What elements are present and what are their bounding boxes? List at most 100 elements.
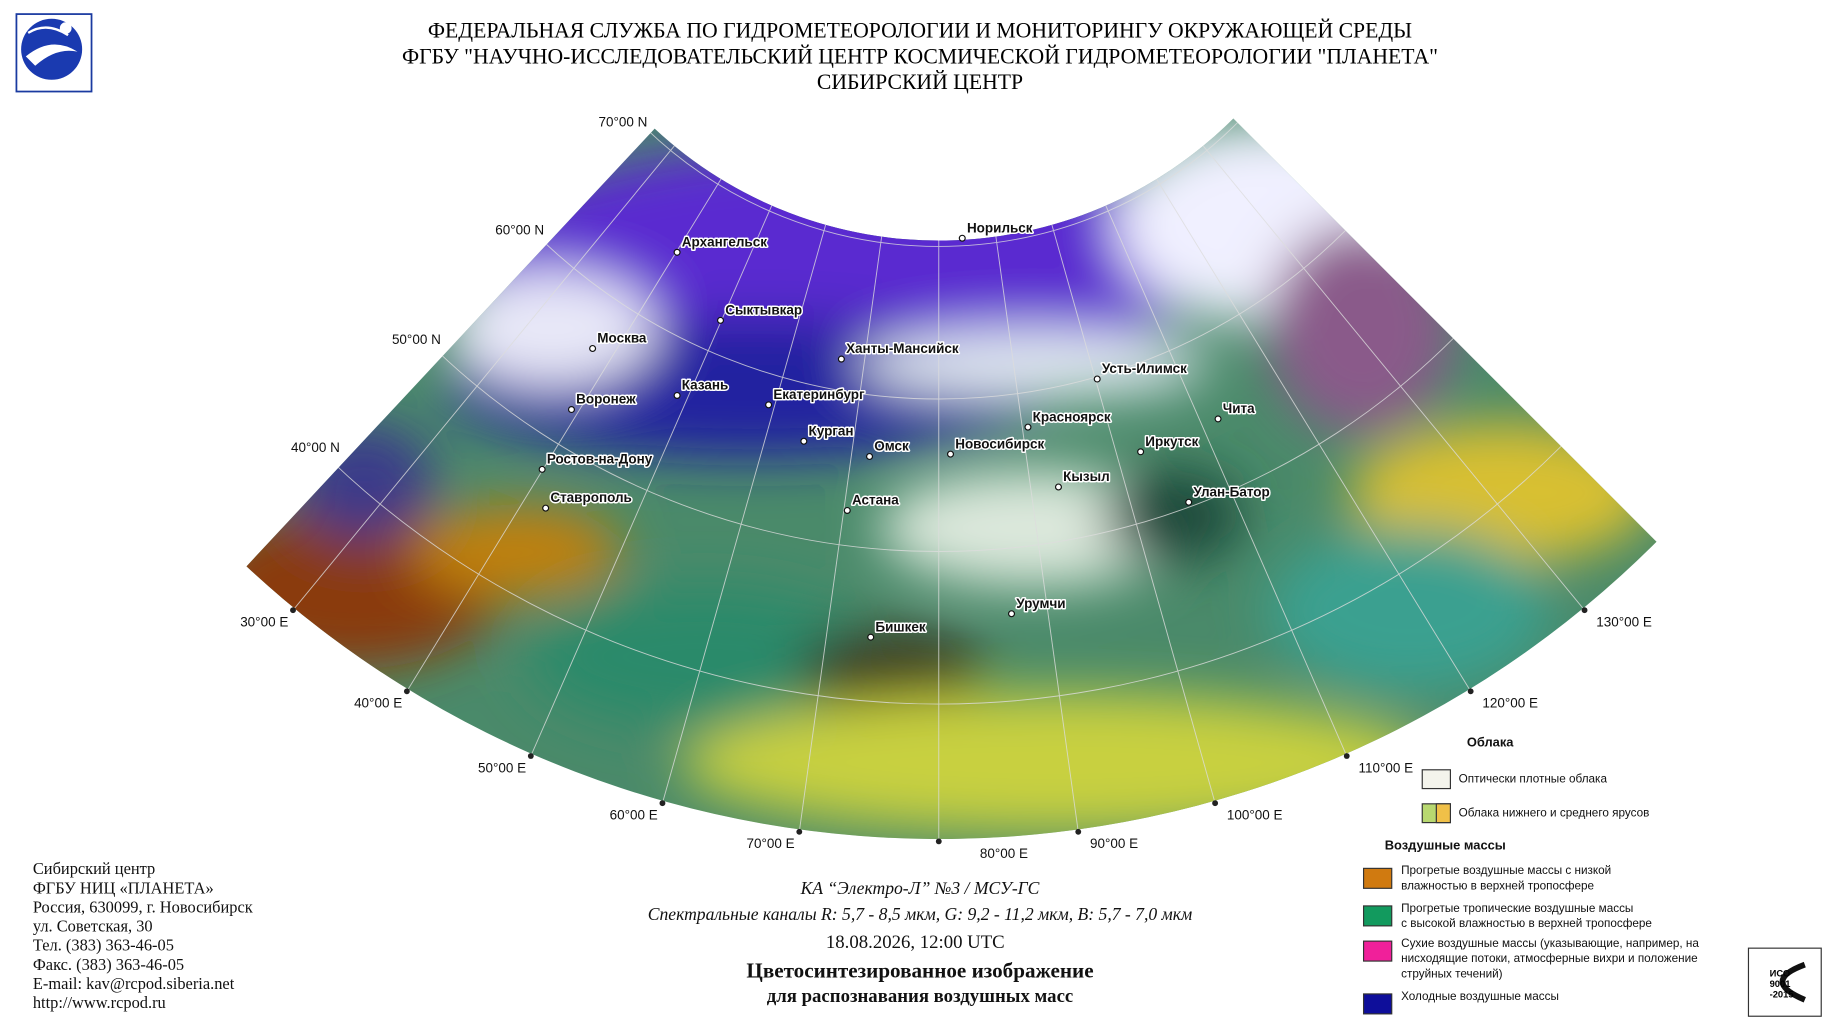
datetime: 18.08.2026, 12:00 UTC (826, 932, 1005, 953)
legend-text: нисходящие потоки, атмосферные вихри и п… (1401, 952, 1698, 965)
city-label: Казань (682, 378, 729, 393)
city-marker (800, 437, 808, 445)
meridian-dot (935, 838, 942, 845)
iso-text: 9001 (1770, 979, 1791, 989)
meridian-dot (403, 688, 410, 695)
city-label: Красноярск (1033, 409, 1111, 424)
city-marker (673, 391, 681, 399)
city-label: Норильск (967, 220, 1033, 235)
legend-swatch (1362, 867, 1393, 889)
latitude-label: 70°00 N (598, 115, 647, 130)
city-label: Улан-Батор (1193, 484, 1269, 499)
meridian-dot (290, 607, 296, 614)
city-label: Урумчи (1016, 596, 1065, 611)
longitude-label: 90°00 E (1090, 836, 1138, 851)
meridian-dot (1467, 688, 1474, 695)
city-marker (867, 633, 875, 641)
longitude-label: 130°00 E (1596, 615, 1652, 630)
legend-text: Облака нижнего и среднего ярусов (1459, 807, 1650, 820)
city-marker (567, 406, 575, 414)
city-marker (1093, 375, 1101, 383)
legend-swatch (1435, 803, 1451, 824)
legend: Облака Оптически плотные облака Облака ниж… (1362, 734, 1699, 1015)
satellite-image (246, 118, 1657, 840)
city-label: Москва (597, 331, 647, 346)
legend-text: Сухие воздушные массы (указывающие, напр… (1401, 937, 1699, 950)
latitude-label: 40°00 N (291, 440, 340, 455)
header: ФЕДЕРАЛЬНАЯ СЛУЖБА ПО ГИДРОМЕТЕОРОЛОГИИ … (402, 19, 1438, 95)
header-line: ФЕДЕРАЛЬНАЯ СЛУЖБА ПО ГИДРОМЕТЕОРОЛОГИИ … (428, 19, 1412, 43)
legend-swatch (1362, 905, 1393, 927)
legend-text: Прогретые воздушные массы с низкой (1401, 864, 1611, 877)
meridian-dot (1212, 800, 1219, 807)
map-labels: 70°00 N 60°00 N 50°00 N 40°00 N 30°00 E 40°00… (240, 115, 1652, 861)
iso-text: -2015 (1770, 989, 1794, 999)
legend-text: Прогретые тропичеcкие воздушные массы (1401, 902, 1633, 915)
logo (15, 13, 93, 93)
city-marker (1054, 483, 1062, 491)
legend-swatch (1362, 993, 1393, 1015)
contact-line: http://www.rcpod.ru (33, 993, 166, 1012)
city-label: Архангельск (682, 234, 767, 249)
city-label: Ставрополь (550, 490, 632, 505)
meridian-dot (1581, 607, 1588, 614)
city-label: Курган (809, 423, 854, 438)
legend-swatch (1421, 769, 1451, 790)
legend-text: влажностью в верхней тропосфере (1401, 879, 1594, 892)
city-label: Сыктывкар (725, 302, 802, 317)
city-marker (673, 248, 681, 256)
city-marker (866, 452, 874, 460)
city-label: Усть-Илимск (1102, 361, 1187, 376)
contact-line: E-mail: kav@rcpod.siberia.net (33, 974, 235, 993)
iso-text: ИСО (1770, 968, 1791, 978)
longitude-label: 40°00 E (354, 696, 402, 711)
city-label: Астана (852, 493, 899, 508)
meridian-dot (796, 828, 803, 835)
city-marker (542, 504, 550, 512)
legend-text: струйных течений) (1401, 967, 1503, 980)
contact-line: Факс. (383) 363-46-05 (33, 955, 184, 974)
longitude-label: 120°00 E (1482, 696, 1538, 711)
city-marker (946, 450, 955, 458)
header-line: ФГБУ "НАУЧНО-ИССЛЕДОВАТЕЛЬСКИЙ ЦЕНТР КОС… (402, 44, 1438, 68)
meridian-dot (527, 753, 534, 759)
contact-line: Тел. (383) 363-46-05 (33, 936, 174, 955)
longitude-label: 100°00 E (1227, 808, 1283, 823)
city-label: Воронеж (576, 392, 636, 407)
city-marker (1024, 423, 1032, 431)
contact-line: ул. Советская, 30 (33, 917, 153, 936)
contact-line: ФГБУ НИЦ «ПЛАНЕТА» (33, 878, 214, 897)
longitude-label: 50°00 E (478, 760, 526, 775)
city-label: Новосибирск (955, 436, 1044, 451)
city-marker (1185, 498, 1193, 506)
city-label: Екатеринбург (773, 387, 865, 402)
city-label: Ханты-Мансийск (846, 341, 959, 356)
city-marker (843, 506, 851, 514)
channels: Спектральные каналы R: 5,7 - 8,5 мкм, G:… (648, 904, 1192, 924)
legend-title: Облака (1467, 734, 1514, 749)
longitude-label: 80°00 E (980, 846, 1028, 861)
meridian-dot (1343, 753, 1350, 759)
legend-text: Оптически плотные облака (1459, 773, 1608, 786)
city-label: Чита (1223, 401, 1255, 416)
meridian-dot (659, 800, 666, 807)
city-marker (1214, 415, 1222, 423)
legend-text: с высокой влажностью в верхней тропосфер… (1401, 917, 1652, 930)
contact-line: Россия, 630099, г. Новосибирск (33, 897, 253, 916)
longitude-label: 60°00 E (610, 808, 658, 823)
legend-title: Воздушные массы (1385, 838, 1506, 853)
meridian-dot (1075, 828, 1082, 835)
city-marker (765, 401, 773, 409)
city-marker (837, 355, 845, 363)
city-label: Кызыл (1063, 469, 1110, 484)
city-marker (538, 465, 546, 473)
longitude-label: 70°00 E (746, 836, 794, 851)
satellite: КА “Электро-Л” №3 / МСУ-ГС (800, 878, 1040, 898)
city-label: Омск (874, 439, 909, 454)
legend-swatch (1362, 940, 1393, 962)
city-label: Бишкек (875, 619, 925, 634)
longitude-label: 110°00 E (1358, 760, 1413, 775)
